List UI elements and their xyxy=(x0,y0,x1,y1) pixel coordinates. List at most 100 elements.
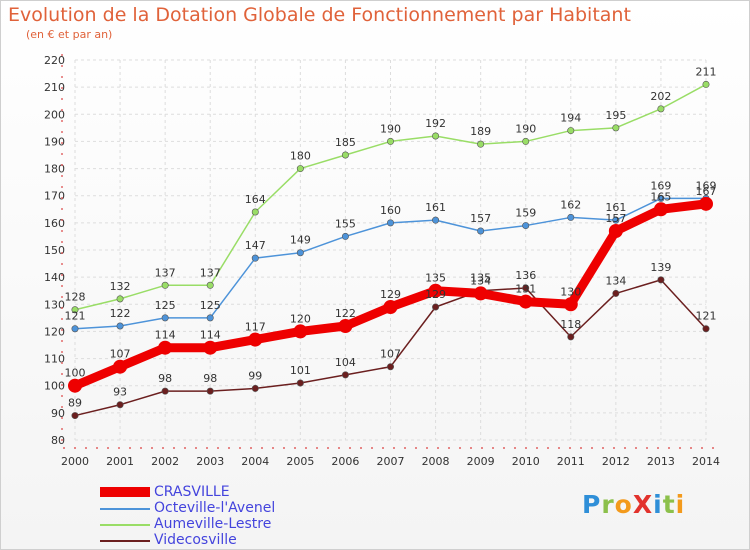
data-label-octeville-l-avenel: 161 xyxy=(425,201,446,214)
x-tick-label: 2004 xyxy=(241,455,269,468)
legend-swatch-octeville xyxy=(100,508,150,510)
data-point-crasville xyxy=(653,202,668,217)
data-label-videcosville: 107 xyxy=(380,348,401,361)
data-label-crasville: 165 xyxy=(650,190,671,203)
data-point-crasville xyxy=(608,224,623,238)
data-point-aumeville-lestre xyxy=(161,281,169,289)
data-label-octeville-l-avenel: 161 xyxy=(605,201,626,214)
data-point-aumeville-lestre xyxy=(657,105,665,113)
data-point-octeville-l-avenel xyxy=(116,322,124,330)
x-tick-label: 2012 xyxy=(602,455,630,468)
data-label-octeville-l-avenel: 162 xyxy=(560,198,581,211)
data-label-crasville: 100 xyxy=(65,367,86,380)
y-tick-label: 140 xyxy=(44,271,65,284)
data-point-octeville-l-avenel xyxy=(477,227,485,235)
legend-label-videcosville: Videcosville xyxy=(154,532,237,548)
x-tick-label: 2007 xyxy=(377,455,405,468)
data-point-videcosville xyxy=(251,384,259,392)
x-tick-label: 2013 xyxy=(647,455,675,468)
data-point-crasville xyxy=(473,286,488,301)
data-point-octeville-l-avenel xyxy=(341,232,349,240)
data-label-videcosville: 93 xyxy=(113,386,127,399)
data-point-crasville xyxy=(563,297,578,312)
data-point-aumeville-lestre xyxy=(477,140,485,148)
data-label-videcosville: 98 xyxy=(203,372,217,385)
data-label-crasville: 117 xyxy=(245,321,266,334)
data-point-octeville-l-avenel xyxy=(386,219,394,227)
x-tick-label: 2003 xyxy=(196,455,224,468)
data-point-octeville-l-avenel xyxy=(567,213,575,221)
y-tick-label: 100 xyxy=(44,380,65,393)
data-label-crasville: 120 xyxy=(290,312,311,325)
data-point-aumeville-lestre xyxy=(432,132,440,140)
data-point-crasville xyxy=(699,196,713,211)
data-point-crasville xyxy=(203,340,218,355)
x-tick-label: 2010 xyxy=(512,455,540,468)
x-tick-label: 2009 xyxy=(467,455,495,468)
y-tick-label: 220 xyxy=(44,54,65,67)
data-point-videcosville xyxy=(206,387,214,395)
data-label-octeville-l-avenel: 159 xyxy=(515,207,536,220)
data-point-aumeville-lestre xyxy=(612,124,620,132)
data-point-octeville-l-avenel xyxy=(522,222,530,230)
data-label-crasville: 131 xyxy=(515,283,536,296)
chart-subtitle: (en € et par an) xyxy=(26,28,113,41)
data-point-octeville-l-avenel xyxy=(296,249,304,257)
data-point-videcosville xyxy=(161,387,169,395)
data-label-crasville: 157 xyxy=(605,212,626,225)
data-point-crasville xyxy=(158,340,173,355)
x-tick-label: 2000 xyxy=(61,455,89,468)
y-tick-label: 200 xyxy=(44,108,65,121)
y-tick-label: 90 xyxy=(51,407,65,420)
data-label-aumeville-lestre: 164 xyxy=(245,193,266,206)
legend-swatch-crasville xyxy=(100,487,150,497)
data-label-aumeville-lestre: 137 xyxy=(200,266,221,279)
legend-swatch-aumeville xyxy=(100,524,150,526)
data-label-aumeville-lestre: 128 xyxy=(65,291,86,304)
data-label-octeville-l-avenel: 121 xyxy=(65,310,86,323)
data-point-octeville-l-avenel xyxy=(206,314,214,322)
data-label-videcosville: 121 xyxy=(696,310,717,323)
data-point-videcosville xyxy=(657,276,665,284)
proxiti-logo: ProXiti xyxy=(582,490,686,519)
data-point-crasville xyxy=(68,378,82,393)
data-point-videcosville xyxy=(386,363,394,371)
y-tick-label: 150 xyxy=(44,244,65,257)
data-point-crasville xyxy=(338,319,353,333)
data-point-videcosville xyxy=(612,289,620,297)
x-tick-label: 2006 xyxy=(331,455,359,468)
data-label-videcosville: 98 xyxy=(158,372,172,385)
data-label-crasville: 135 xyxy=(425,272,446,285)
data-label-octeville-l-avenel: 160 xyxy=(380,204,401,217)
data-point-crasville xyxy=(293,324,308,339)
data-label-crasville: 130 xyxy=(560,285,581,298)
data-label-aumeville-lestre: 202 xyxy=(650,90,671,103)
y-tick-label: 180 xyxy=(44,163,65,176)
y-tick-label: 80 xyxy=(51,434,65,447)
x-tick-label: 2002 xyxy=(151,455,179,468)
data-point-crasville xyxy=(428,283,443,298)
data-point-aumeville-lestre xyxy=(341,151,349,159)
y-tick-label: 210 xyxy=(44,81,65,94)
data-label-crasville: 167 xyxy=(696,185,717,198)
x-tick-label: 2008 xyxy=(422,455,450,468)
data-point-octeville-l-avenel xyxy=(161,314,169,322)
data-label-videcosville: 136 xyxy=(515,269,536,282)
data-point-aumeville-lestre xyxy=(296,165,304,173)
data-label-videcosville: 118 xyxy=(560,318,581,331)
data-label-aumeville-lestre: 194 xyxy=(560,112,581,125)
data-point-octeville-l-avenel xyxy=(251,254,259,262)
data-label-aumeville-lestre: 211 xyxy=(696,65,717,78)
y-tick-label: 120 xyxy=(44,325,65,338)
data-label-videcosville: 134 xyxy=(605,274,626,287)
data-point-videcosville xyxy=(567,333,575,341)
data-point-octeville-l-avenel xyxy=(71,325,79,333)
data-label-octeville-l-avenel: 149 xyxy=(290,234,311,247)
data-label-aumeville-lestre: 190 xyxy=(515,122,536,135)
y-tick-label: 110 xyxy=(44,353,65,366)
legend-label-octeville: Octeville-l'Avenel xyxy=(154,500,276,516)
data-point-aumeville-lestre xyxy=(386,137,394,145)
data-label-videcosville: 104 xyxy=(335,356,356,369)
